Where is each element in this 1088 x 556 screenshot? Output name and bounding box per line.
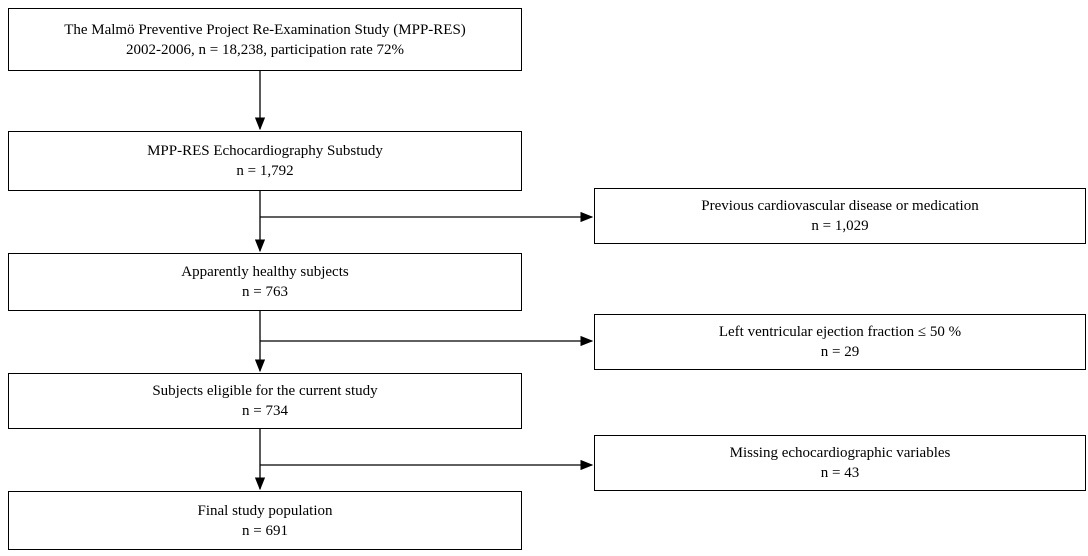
step-box: Final study population n = 691	[8, 491, 522, 550]
box-text: Previous cardiovascular disease or medic…	[701, 198, 979, 214]
exclusion-box: Left ventricular ejection fraction ≤ 50 …	[594, 314, 1086, 370]
step-box: Apparently healthy subjects n = 763	[8, 253, 522, 311]
box-text: MPP-RES Echocardiography Substudy	[147, 143, 383, 159]
box-text: n = 1,029	[811, 218, 869, 234]
exclusion-box: Missing echocardiographic variables n = …	[594, 435, 1086, 491]
box-text: Left ventricular ejection fraction ≤ 50 …	[718, 324, 962, 340]
box-text: Subjects eligible for the current study	[152, 383, 378, 399]
step-box: Subjects eligible for the current study …	[8, 373, 522, 429]
exclusion-box: Previous cardiovascular disease or medic…	[594, 188, 1086, 244]
box-text: Final study population	[197, 502, 333, 519]
box-text: Apparently healthy subjects	[181, 264, 349, 280]
step-box: The Malmö Preventive Project Re-Examinat…	[8, 8, 522, 71]
box-text: n = 734	[242, 403, 288, 419]
box-text: n = 29	[820, 344, 860, 360]
box-text: n = 691	[242, 522, 288, 539]
box-text: Missing echocardiographic variables	[729, 445, 951, 461]
box-text: 2002-2006, n = 18,238, participation rat…	[126, 41, 404, 58]
step-box: MPP-RES Echocardiography Substudy n = 1,…	[8, 131, 522, 191]
box-text: n = 763	[242, 284, 288, 300]
box-text: n = 1,792	[236, 163, 294, 179]
box-text: The Malmö Preventive Project Re-Examinat…	[64, 21, 466, 38]
box-text: n = 43	[820, 465, 860, 481]
